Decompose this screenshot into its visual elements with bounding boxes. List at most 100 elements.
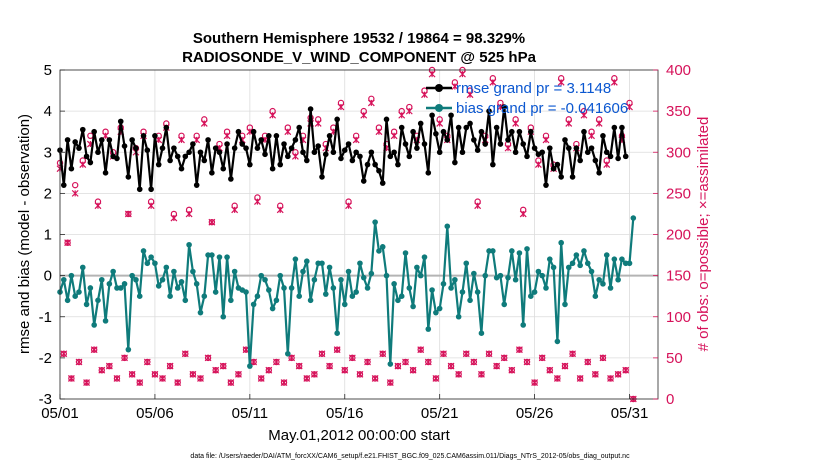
bias-point [463, 260, 470, 267]
obs-assimilated-point [603, 161, 611, 169]
rmse-point [262, 151, 268, 158]
bias-point [524, 246, 530, 252]
bias-point [569, 260, 576, 267]
rmse-point [79, 126, 86, 133]
legend-bias-label: bias grand pr = -0.041606 [456, 100, 628, 117]
bias-point [565, 264, 572, 271]
rmse-point [364, 161, 371, 168]
bias-point [421, 254, 428, 260]
rmse-point [235, 128, 242, 135]
bias-point [600, 281, 606, 287]
bias-point [607, 285, 614, 291]
rmse-point [410, 128, 416, 135]
x-tick-label: 05/01 [41, 405, 79, 422]
bias-point [516, 250, 523, 256]
rmse-point [444, 137, 451, 143]
obs-assimilated-point [159, 375, 166, 382]
rmse-point [425, 170, 432, 176]
bias-point [155, 283, 162, 289]
y-tick-label: 1 [44, 227, 52, 244]
bias-point [148, 254, 154, 260]
bias-point [102, 318, 109, 324]
obs-assimilated-point [478, 370, 485, 378]
obs-assimilated-point [269, 111, 277, 119]
bias-point [391, 281, 397, 287]
y-tick-label: -3 [39, 391, 52, 408]
rmse-point [345, 141, 352, 147]
bias-point [341, 301, 348, 308]
obs-assimilated-point [231, 206, 239, 214]
y2-tick-label: 0 [666, 391, 674, 408]
obs-assimilated-point [345, 202, 352, 210]
obs-assimilated-point [607, 375, 614, 382]
bias-point [372, 219, 378, 225]
bias-point [501, 301, 508, 308]
rmse-point [387, 153, 394, 160]
bias-point [209, 252, 215, 258]
rmse-point [95, 149, 101, 156]
rmse-point [334, 116, 340, 123]
data-file-footer: data file: /Users/raeder/DAI/ATM_forcXX/… [190, 453, 630, 460]
bias-point [269, 305, 276, 312]
bias-point [83, 301, 90, 308]
obs-assimilated-point [200, 120, 208, 127]
obs-assimilated-point [493, 362, 501, 370]
rmse-point [509, 128, 515, 135]
obs-assimilated-point [523, 358, 531, 366]
rmse-point [68, 165, 75, 172]
rmse-point [391, 149, 397, 156]
bias-point [474, 289, 481, 295]
obs-assimilated-point [591, 370, 599, 378]
bias-point [497, 272, 504, 279]
bias-point [425, 326, 432, 332]
rmse-point [296, 124, 303, 131]
obs-assimilated-point [375, 128, 383, 136]
rmse-point [406, 153, 413, 160]
bias-point [539, 272, 545, 279]
rmse-point [224, 141, 230, 147]
obs-assimilated-point [451, 83, 459, 90]
rmse-point [60, 182, 67, 188]
rmse-point [190, 141, 196, 147]
bias-point [262, 276, 268, 283]
bias-point [121, 281, 128, 287]
bias-point [231, 268, 238, 275]
obs-assimilated-point [71, 189, 79, 197]
obs-assimilated-point [90, 346, 98, 354]
rmse-point [379, 180, 386, 186]
bias-point [87, 285, 94, 291]
obs-assimilated-point [60, 350, 68, 358]
rmse-point [197, 149, 204, 156]
bias-point [193, 281, 200, 287]
rmse-point [505, 137, 511, 143]
bias-point [266, 287, 272, 293]
bias-point [144, 260, 151, 267]
bias-point [509, 248, 515, 254]
rmse-point [372, 161, 378, 168]
bias-point [228, 297, 234, 304]
bias-point [224, 254, 230, 260]
obs-assimilated-point [94, 202, 102, 210]
bias-point [546, 256, 553, 262]
bias-point [395, 297, 401, 304]
bias-point [444, 223, 451, 230]
rmse-point [357, 153, 363, 160]
y-tick-label: 5 [44, 62, 52, 79]
x-axis-label: May.01,2012 00:00:00 start [268, 427, 450, 444]
bias-point [250, 301, 257, 308]
y-axis-label: rmse and bias (model - observation) [16, 114, 33, 354]
rmse-point [584, 149, 591, 156]
bias-point [573, 252, 580, 258]
rmse-point [326, 133, 333, 139]
obs-assimilated-point [432, 375, 440, 382]
chart-title: Southern Hemisphere 19532 / 19864 = 98.3… [193, 30, 525, 47]
rmse-point [216, 149, 223, 156]
y2-tick-label: 100 [666, 309, 691, 326]
obs-assimilated-point [326, 362, 333, 370]
rmse-point [72, 139, 78, 145]
rmse-point [307, 106, 314, 112]
rmse-point [277, 161, 284, 168]
obs-assimilated-point [546, 366, 554, 374]
rmse-point [292, 137, 299, 143]
obs-assimilated-point [538, 354, 546, 362]
